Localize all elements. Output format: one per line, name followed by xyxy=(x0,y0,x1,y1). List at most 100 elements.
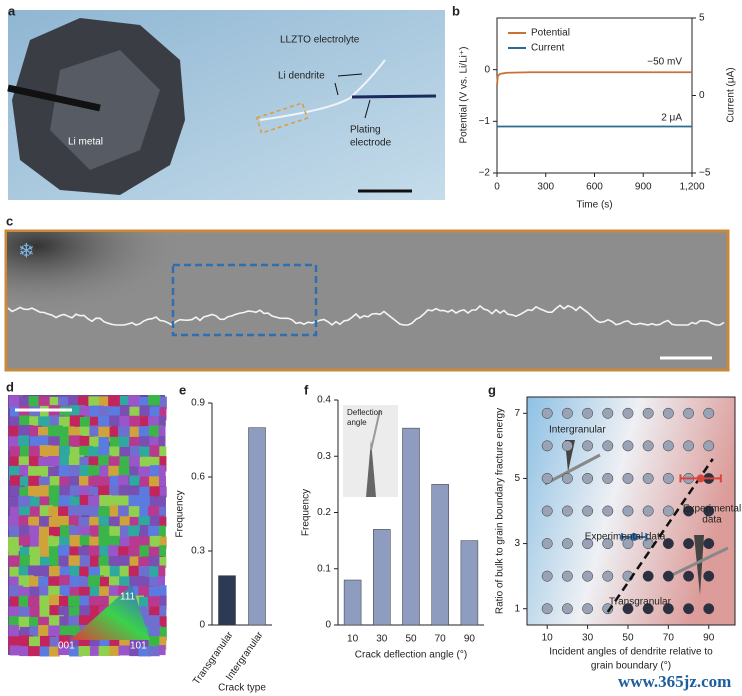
grain xyxy=(128,525,140,538)
annotation: −50 mV xyxy=(647,57,682,68)
bar xyxy=(248,427,266,626)
grain xyxy=(78,396,94,408)
panel-label: g xyxy=(488,382,496,397)
grain xyxy=(89,555,101,569)
arrow xyxy=(334,82,339,96)
grain xyxy=(59,455,71,467)
point xyxy=(602,505,614,517)
grain xyxy=(28,475,41,488)
arrow xyxy=(364,99,371,119)
x-tick-label: 90 xyxy=(464,634,476,645)
grain xyxy=(149,476,160,489)
grain xyxy=(149,535,162,551)
grain xyxy=(9,566,22,579)
grain xyxy=(98,415,112,427)
point xyxy=(662,505,674,517)
grain xyxy=(68,615,81,629)
grain xyxy=(159,595,167,610)
point xyxy=(561,472,573,484)
grain xyxy=(158,525,166,540)
grain xyxy=(18,515,32,529)
grain xyxy=(9,416,23,428)
line-series xyxy=(496,71,692,86)
grain xyxy=(158,415,166,427)
grain xyxy=(149,606,163,617)
point xyxy=(561,570,573,582)
grain xyxy=(48,625,61,638)
grain xyxy=(88,476,99,487)
grain xyxy=(39,526,51,543)
grain xyxy=(119,516,134,529)
point xyxy=(622,538,634,550)
grain xyxy=(78,615,90,627)
grain xyxy=(159,636,167,650)
watermark: www.365jz.com xyxy=(618,672,731,691)
grain xyxy=(159,516,167,527)
grain xyxy=(119,396,131,408)
point xyxy=(662,538,674,550)
grain xyxy=(89,416,106,429)
axis-title: Crack deflection angle (°) xyxy=(355,650,467,661)
needle xyxy=(7,84,101,112)
point xyxy=(683,603,695,615)
axis-title: Time (s) xyxy=(576,200,612,211)
y-tick-label: 5 xyxy=(514,473,520,484)
point xyxy=(541,472,553,484)
grain xyxy=(39,516,52,530)
y-tick-label: 0.6 xyxy=(191,472,205,483)
grain xyxy=(149,576,160,587)
grain xyxy=(28,456,43,467)
ipf-label: 111 xyxy=(120,592,136,603)
grain xyxy=(39,445,52,459)
grain xyxy=(129,646,144,657)
grain xyxy=(108,456,121,468)
grain xyxy=(129,406,141,419)
grain xyxy=(49,476,60,489)
grain xyxy=(59,536,70,552)
grain xyxy=(18,635,34,648)
grain xyxy=(99,565,112,579)
grain xyxy=(158,465,166,477)
grain xyxy=(19,486,31,498)
grain xyxy=(58,495,74,507)
grain xyxy=(159,486,167,498)
grain xyxy=(88,456,102,467)
grain xyxy=(69,635,81,647)
grain xyxy=(149,406,165,417)
grain xyxy=(58,506,69,520)
grain xyxy=(118,505,132,520)
grain xyxy=(48,445,60,458)
point xyxy=(683,570,695,582)
grain xyxy=(79,416,91,428)
grain xyxy=(9,485,25,496)
grain xyxy=(79,595,95,608)
grain xyxy=(39,546,52,563)
grain xyxy=(78,646,91,657)
grain xyxy=(98,445,110,461)
grain xyxy=(68,476,79,490)
point xyxy=(541,603,553,615)
grain xyxy=(129,536,140,552)
grain xyxy=(119,405,131,418)
grain xyxy=(118,426,133,440)
grain xyxy=(59,575,71,588)
grain xyxy=(49,646,60,657)
axis-title: grain boundary (°) xyxy=(591,661,671,672)
grain xyxy=(68,595,81,609)
inset-needle xyxy=(366,440,376,497)
grain xyxy=(159,556,167,569)
grain xyxy=(119,576,133,589)
grain xyxy=(79,555,91,572)
grain xyxy=(129,466,140,482)
bar xyxy=(431,484,449,626)
point xyxy=(642,440,654,452)
grain xyxy=(149,445,162,458)
grain xyxy=(129,455,143,469)
grain xyxy=(69,485,84,496)
grain xyxy=(68,555,83,567)
plot-frame xyxy=(526,396,736,626)
grain xyxy=(99,586,114,598)
grain xyxy=(58,606,74,618)
point xyxy=(622,407,634,419)
grain xyxy=(19,646,33,657)
